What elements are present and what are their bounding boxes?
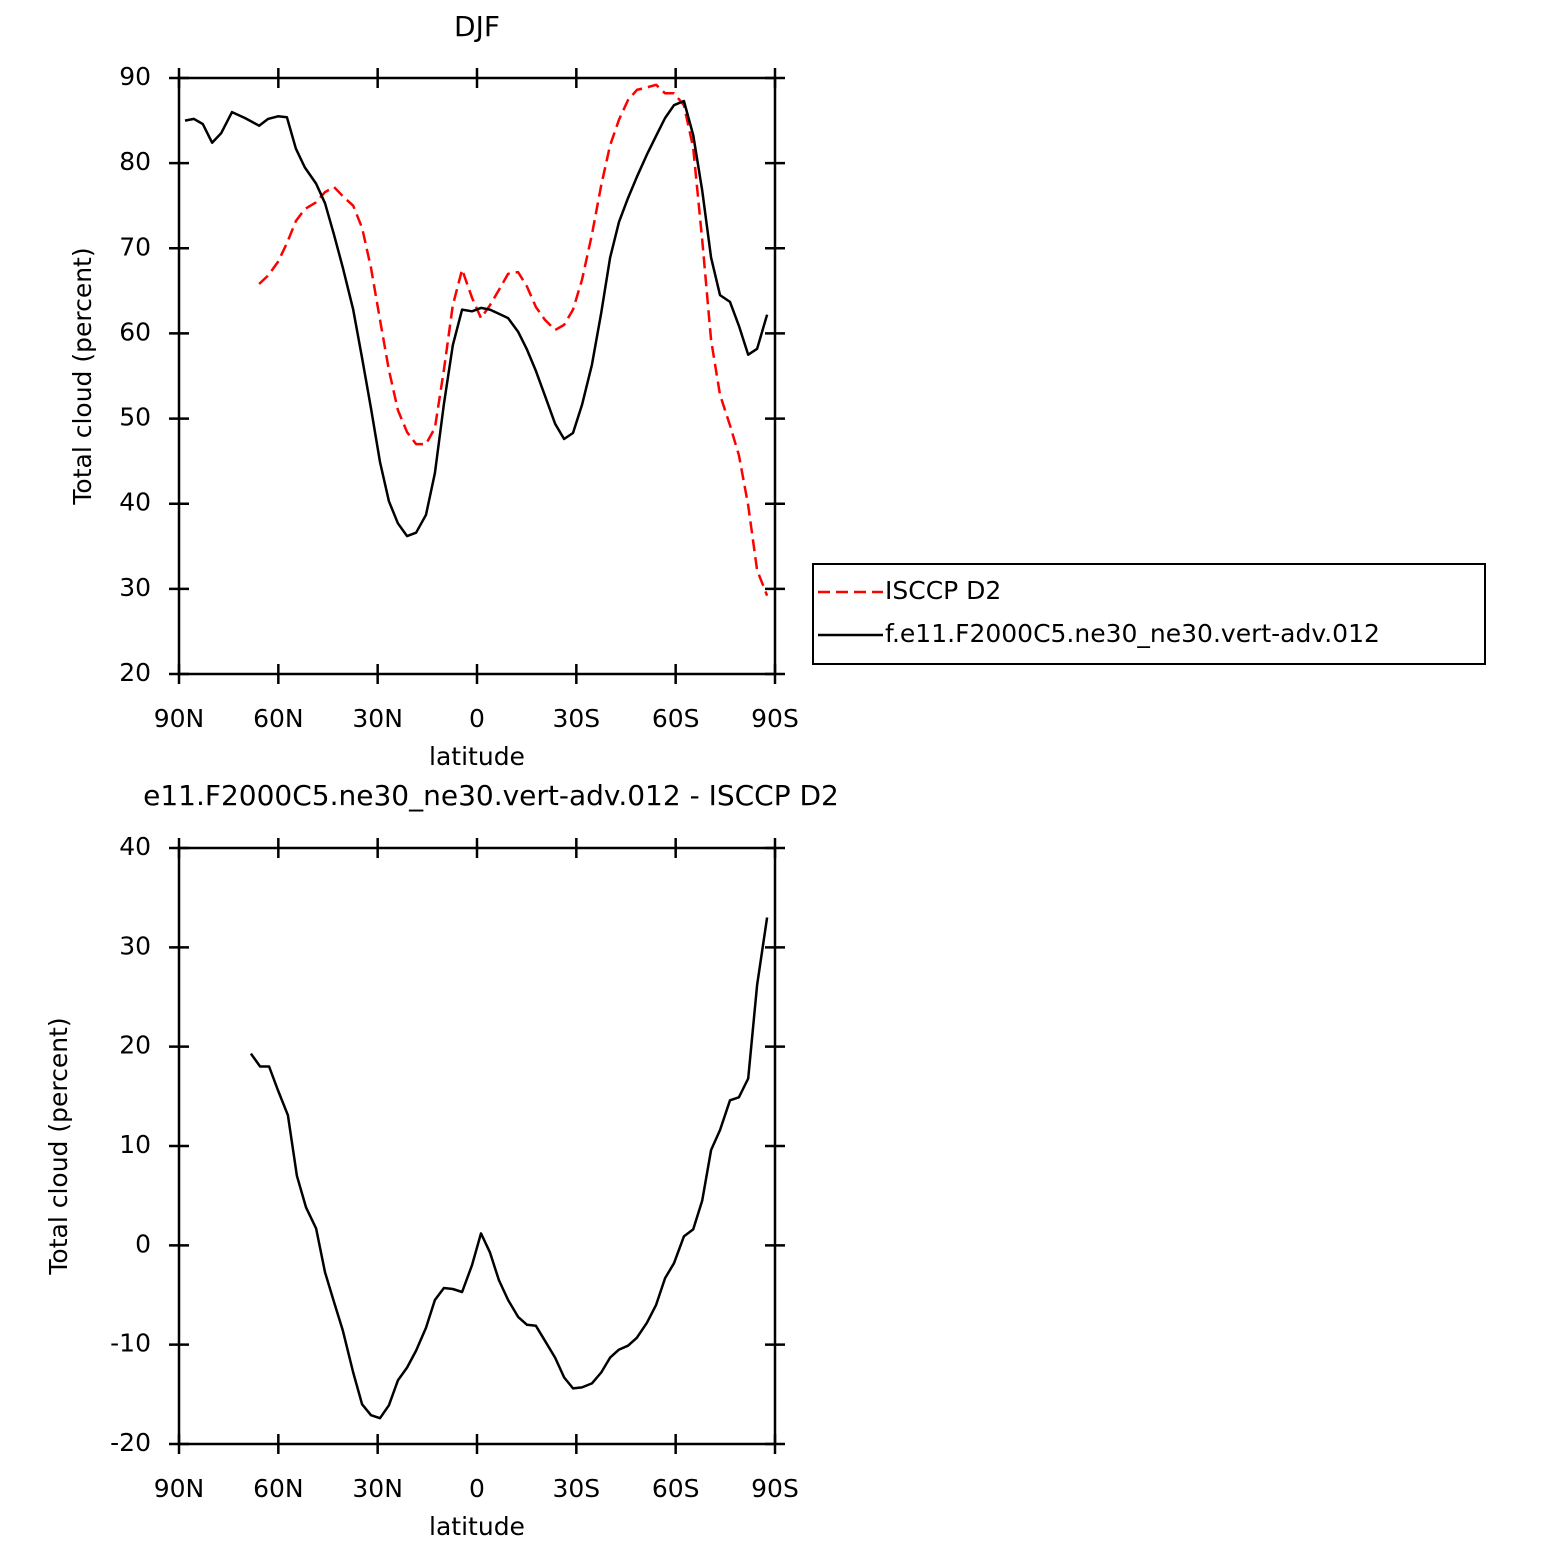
x-tick-label: 90S	[751, 704, 799, 733]
y-tick-label: 40	[119, 488, 151, 517]
y-tick-label: 0	[135, 1229, 151, 1258]
x-tick-label: 30S	[552, 1474, 600, 1503]
legend-label: ISCCP D2	[885, 576, 1001, 605]
x-tick-label: 90N	[154, 1474, 205, 1503]
x-tick-label: 30S	[552, 704, 600, 733]
y-tick-label: 80	[119, 147, 151, 176]
x-tick-label: 60N	[253, 1474, 304, 1503]
y-tick-label: 40	[119, 832, 151, 861]
plot-frame	[177, 846, 777, 1446]
y-axis-label: Total cloud (percent)	[44, 1017, 73, 1275]
x-tick-label: 0	[469, 1474, 485, 1503]
chart-title: DJF	[454, 10, 500, 43]
x-axis-label: latitude	[429, 742, 525, 771]
plot-frame	[177, 76, 777, 676]
x-tick-label: 30N	[352, 1474, 403, 1503]
x-tick-label: 60N	[253, 704, 304, 733]
y-tick-label: 60	[119, 317, 151, 346]
x-tick-label: 60S	[652, 1474, 700, 1503]
x-tick-label: 90N	[154, 704, 205, 733]
y-tick-label: 30	[119, 573, 151, 602]
x-tick-label: 60S	[652, 704, 700, 733]
y-tick-label: 70	[119, 232, 151, 261]
y-tick-label: 50	[119, 403, 151, 432]
y-tick-label: -10	[110, 1329, 151, 1358]
y-tick-label: 10	[119, 1130, 151, 1159]
x-axis-label: latitude	[429, 1512, 525, 1541]
series-line	[258, 83, 769, 597]
legend-label: f.e11.F2000C5.ne30_ne30.vert-adv.012	[885, 619, 1380, 648]
y-tick-label: 20	[119, 658, 151, 687]
y-tick-label: 30	[119, 931, 151, 960]
series-line	[184, 99, 769, 538]
y-tick-label: 90	[119, 62, 151, 91]
x-tick-label: 30N	[352, 704, 403, 733]
legend-box	[812, 563, 1486, 665]
x-tick-label: 0	[469, 704, 485, 733]
x-tick-label: 90S	[751, 1474, 799, 1503]
y-tick-label: 20	[119, 1031, 151, 1060]
y-axis-label: Total cloud (percent)	[68, 247, 97, 505]
data-line	[249, 917, 769, 1420]
y-tick-label: -20	[110, 1428, 151, 1457]
chart-title: e11.F2000C5.ne30_ne30.vert-adv.012 - ISC…	[143, 779, 839, 812]
